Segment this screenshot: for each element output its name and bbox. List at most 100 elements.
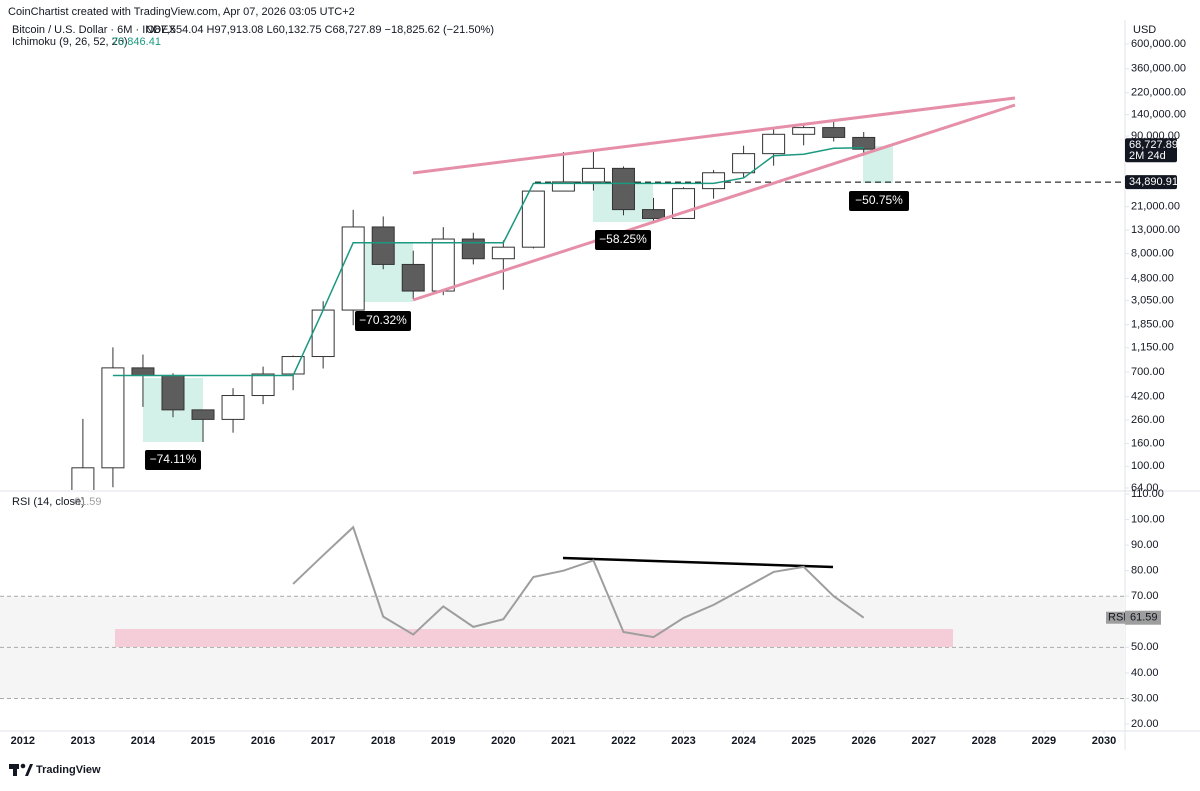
candle-body (191, 409, 215, 420)
y-tick-label: 40.00 (1131, 667, 1159, 679)
trend-line (412, 96, 1016, 175)
candle-body (641, 209, 665, 219)
price-level-label: 34,890.91 (1129, 176, 1178, 188)
y-tick-label: 360,000.00 (1131, 63, 1186, 75)
drawdown-zones (143, 146, 893, 442)
y-tick-label: 600,000.00 (1131, 38, 1186, 50)
x-tick-label: 2020 (491, 735, 515, 747)
rsi-value-label: 61.59 (1130, 612, 1158, 624)
annotations: −74.11% −70.32% −58.25% −50.75% (145, 191, 909, 470)
rsi-pane (0, 595, 1125, 699)
y-tick-label: 220,000.00 (1131, 87, 1186, 99)
annotation-box (145, 450, 201, 470)
candle-body (71, 467, 95, 490)
y-tick-label: 70.00 (1131, 590, 1159, 602)
currency: USD (1133, 24, 1156, 36)
y-tick-label: 30.00 (1131, 692, 1159, 704)
annotation: −70.32% (359, 313, 407, 327)
ichimoku-value: 70,846.41 (112, 36, 161, 48)
candle-body (822, 127, 846, 138)
y-tick-label: 100.00 (1131, 460, 1165, 472)
y-tick-label: 1,850.00 (1131, 319, 1174, 331)
candle-body (341, 226, 365, 311)
watermark: CoinChartist created with TradingView.co… (8, 6, 355, 18)
y-tick-label: 50.00 (1131, 641, 1159, 653)
x-tick-label: 2021 (551, 735, 575, 747)
price-pane (71, 119, 1125, 490)
price-level-box (1125, 175, 1177, 190)
symbol-title: Bitcoin / U.S. Dollar · 6M · INDEX (12, 24, 176, 36)
candle-body (311, 309, 335, 358)
x-tick-label: 2022 (611, 735, 635, 747)
candle-body (131, 367, 155, 376)
support-zone (115, 629, 953, 647)
candle-body (461, 238, 485, 260)
y-tick-label: 260.00 (1131, 414, 1165, 426)
y-tick-label: 700.00 (1131, 366, 1165, 378)
candle-body (101, 367, 125, 469)
y-tick-label: 4,800.00 (1131, 272, 1174, 284)
candle-body (491, 246, 515, 260)
y-tick-label: 100.00 (1131, 513, 1165, 525)
candle-body (161, 374, 185, 411)
rsi-line (292, 525, 865, 639)
logo: TradingView (9, 763, 101, 776)
logo-icon (25, 764, 33, 776)
candle-body (551, 181, 575, 192)
x-tick-label: 2017 (311, 735, 335, 747)
y-tick-label: 160.00 (1131, 437, 1165, 449)
y-tick-label: 140,000.00 (1131, 109, 1186, 121)
x-tick-label: 2029 (1032, 735, 1056, 747)
x-tick-label: 2023 (671, 735, 695, 747)
candle-body (611, 167, 635, 211)
y-tick-label: 21,000.00 (1131, 201, 1180, 213)
y-tick-label: 420.00 (1131, 391, 1165, 403)
ichimoku-line (112, 146, 864, 377)
x-tick-label: 2019 (431, 735, 455, 747)
x-tick-label: 2027 (912, 735, 936, 747)
x-tick-label: 2028 (972, 735, 996, 747)
trend-line (412, 103, 1016, 302)
x-tick-label: 2030 (1092, 735, 1116, 747)
candle-body (792, 127, 816, 135)
rsi-trend-line (562, 556, 834, 569)
y-tick-label: 8,000.00 (1131, 248, 1174, 260)
y-tick-label: 1,150.00 (1131, 342, 1174, 354)
y-tick-label: 3,050.00 (1131, 294, 1174, 306)
x-tick-label: 2026 (851, 735, 875, 747)
ohlc-legend: O87,554.04 H97,913.08 L60,132.75 C68,727… (146, 24, 494, 36)
annotation: −58.25% (599, 232, 647, 246)
candle-body (371, 226, 395, 265)
x-tick-label: 2025 (791, 735, 815, 747)
candle-body (702, 172, 726, 190)
y-tick-label: 90.00 (1131, 539, 1159, 551)
logo-icon (20, 763, 26, 769)
last-price-label: 68,727.89 (1129, 139, 1178, 151)
last-price-box (1125, 138, 1177, 163)
annotation: −50.75% (855, 193, 903, 207)
ichimoku-legend: Ichimoku (9, 26, 52, 26) (12, 36, 128, 48)
x-tick-label: 2015 (191, 735, 215, 747)
x-tick-label: 2016 (251, 735, 275, 747)
y-tick-label: 110.00 (1131, 488, 1164, 500)
x-tick-label: 2013 (71, 735, 95, 747)
logo-text: TradingView (36, 764, 101, 776)
rsi-legend: RSI (14, close) (12, 496, 85, 508)
x-tick-label: 2012 (11, 735, 35, 747)
y-tick-label: 64.00 (1131, 482, 1159, 494)
y-tick-label: 80.00 (1131, 565, 1159, 577)
countdown: 2M 24d (1129, 150, 1166, 162)
rsi-tag: RSI (1108, 612, 1126, 624)
candle-body (732, 153, 756, 174)
y-tick-label: 13,000.00 (1131, 224, 1180, 236)
annotation-box (355, 311, 411, 331)
candle-body (401, 263, 425, 292)
rsi-value-box (1125, 610, 1161, 625)
x-tick-label: 2018 (371, 735, 395, 747)
x-tick-label: 2024 (731, 735, 756, 747)
rsi-legend-value: 61.59 (74, 496, 102, 508)
y-tick-label: 20.00 (1131, 718, 1159, 730)
candle-body (852, 136, 876, 150)
candle-body (581, 167, 605, 183)
